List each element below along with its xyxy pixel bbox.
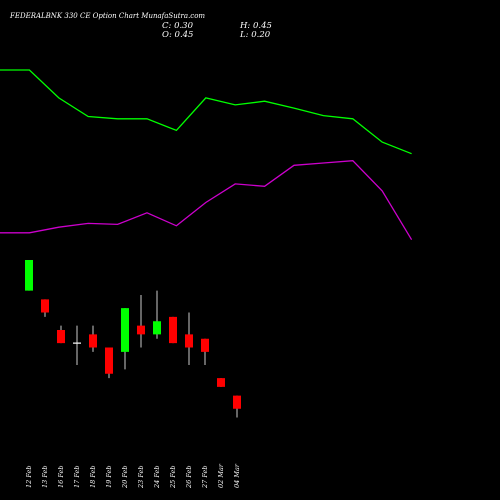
candle-body (201, 338, 209, 352)
x-tick-label: 20 Feb (121, 466, 129, 490)
candle-body (89, 334, 97, 348)
candle-body (185, 334, 193, 348)
candle-body (73, 342, 81, 344)
candle (137, 295, 145, 348)
candle (185, 312, 193, 365)
candle (57, 325, 65, 344)
x-tick-label: 13 Feb (41, 466, 49, 489)
candle-body (41, 299, 49, 313)
x-tick-label: 19 Feb (105, 466, 113, 489)
open-value: O: 0.45 (162, 30, 194, 40)
low-value: L: 0.20 (240, 30, 271, 40)
candle (105, 347, 113, 379)
x-tick-label: 12 Feb (25, 466, 33, 489)
x-tick-label: 23 Feb (137, 466, 145, 490)
lower-indicator-line (0, 160, 413, 241)
x-tick-label: 25 Feb (169, 466, 177, 490)
x-tick-label: 04 Mar (233, 463, 241, 488)
x-tick-label: 27 Feb (201, 466, 209, 490)
candle-body (57, 330, 65, 344)
candle (233, 395, 241, 418)
candle (201, 338, 209, 365)
candle (217, 378, 225, 387)
candle-body (105, 347, 113, 374)
candle-body (137, 325, 145, 335)
x-axis-labels: 12 Feb 13 Feb 16 Feb 17 Feb 18 Feb 19 Feb 20 F… (25, 463, 241, 489)
x-tick-label: 17 Feb (73, 466, 81, 489)
candle (169, 316, 177, 344)
x-tick-label: 18 Feb (89, 466, 97, 489)
candle (121, 308, 129, 370)
candle (25, 260, 33, 291)
x-tick-label: 16 Feb (57, 466, 65, 489)
candle (41, 299, 49, 317)
x-tick-label: 24 Feb (153, 466, 161, 490)
candle (89, 325, 97, 352)
x-tick-label: 26 Feb (185, 466, 193, 490)
chart-title: FEDERALBNK 330 CE Option Chart MunafaSut… (10, 12, 206, 20)
candle-body (153, 321, 161, 335)
candle-body (233, 395, 241, 409)
candle (73, 325, 81, 365)
candle (153, 290, 161, 339)
candle-body (121, 308, 129, 352)
candle-body (25, 260, 33, 291)
close-value: C: 0.30 (162, 21, 193, 31)
candles (25, 260, 241, 418)
candle-body (169, 316, 177, 344)
candle-body (217, 378, 225, 387)
x-tick-label: 02 Mar (217, 463, 225, 488)
high-value: H: 0.45 (240, 21, 272, 31)
indicator-lines (0, 69, 413, 241)
upper-indicator-line (0, 69, 412, 155)
